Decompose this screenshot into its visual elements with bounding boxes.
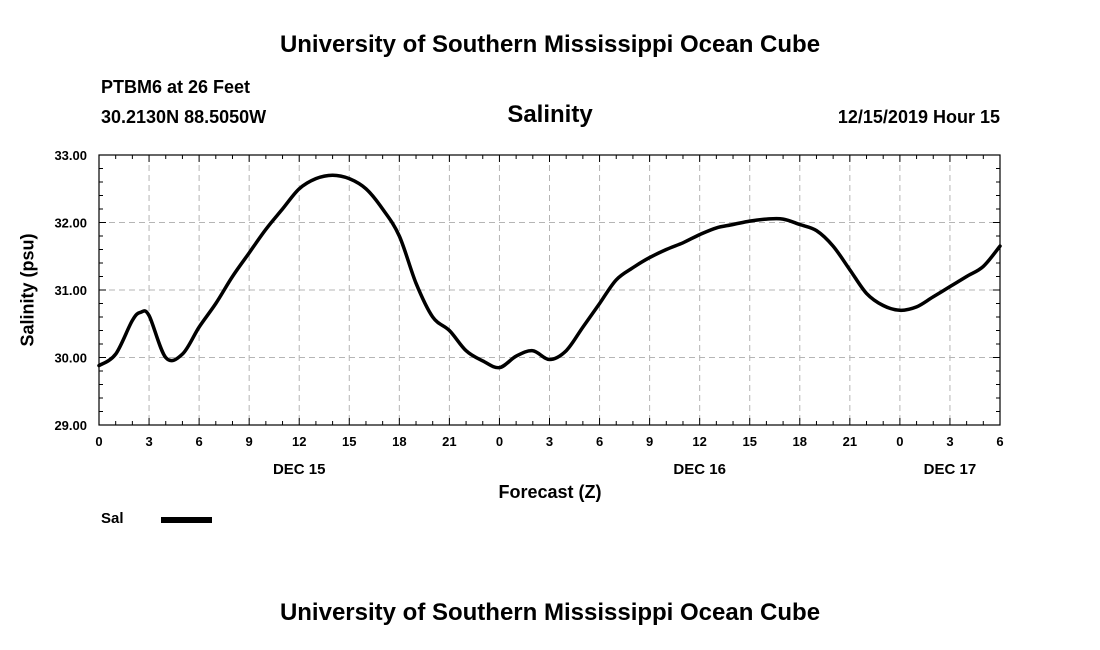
issued-datetime-label: 12/15/2019 Hour 15 xyxy=(837,107,1000,127)
x-tick-label: 9 xyxy=(646,434,653,449)
x-tick-label: 3 xyxy=(546,434,553,449)
x-tick-label: 15 xyxy=(342,434,356,449)
footer-title: University of Southern Mississippi Ocean… xyxy=(279,599,821,626)
header-title: University of Southern Mississippi Ocean… xyxy=(279,31,821,58)
y-tick-label: 29.00 xyxy=(54,418,87,433)
plot-frame xyxy=(98,154,1001,426)
x-tick-label: 6 xyxy=(996,434,1003,449)
x-tick-label: 12 xyxy=(692,434,706,449)
legend-swatch xyxy=(161,517,212,523)
chart-title: Salinity xyxy=(507,101,593,128)
y-tick-label: 30.00 xyxy=(54,351,87,366)
y-tick-label: 31.00 xyxy=(54,283,87,298)
x-tick-label: 12 xyxy=(292,434,306,449)
y-tick-label: 32.00 xyxy=(54,216,87,231)
station-label: PTBM6 at 26 Feet xyxy=(101,77,251,97)
x-tick-label: 21 xyxy=(442,434,456,449)
x-tick-label: 6 xyxy=(596,434,603,449)
x-tick-label: 0 xyxy=(496,434,503,449)
day-label: DEC 17 xyxy=(924,461,977,478)
x-tick-label: 21 xyxy=(843,434,857,449)
x-tick-label: 3 xyxy=(946,434,953,449)
x-tick-label: 3 xyxy=(145,434,152,449)
coordinates-label: 30.2130N 88.5050W xyxy=(101,107,267,127)
x-tick-label: 0 xyxy=(95,434,102,449)
x-tick-label: 0 xyxy=(896,434,903,449)
series-line-sal xyxy=(97,173,1002,370)
x-axis-label: Forecast (Z) xyxy=(498,482,602,502)
x-tick-label: 18 xyxy=(392,434,406,449)
x-tick-label: 15 xyxy=(742,434,756,449)
y-tick-label: 33.00 xyxy=(54,148,87,163)
x-tick-label: 18 xyxy=(793,434,807,449)
x-tick-label: 6 xyxy=(195,434,202,449)
day-label: DEC 16 xyxy=(673,461,726,478)
legend-label: Sal xyxy=(101,510,124,527)
day-label: DEC 15 xyxy=(273,461,326,478)
x-tick-label: 9 xyxy=(246,434,253,449)
